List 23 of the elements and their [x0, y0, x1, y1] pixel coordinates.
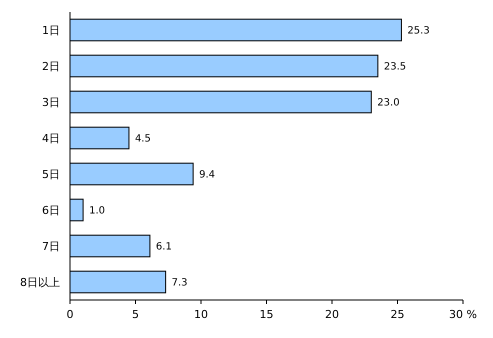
data-label: 25.3 [407, 26, 430, 36]
x-tick-label: 30 % [449, 308, 477, 321]
y-tick-label: 8日以上 [20, 276, 60, 289]
x-tick-label: 0 [66, 308, 74, 321]
y-tick-label: 1日 [42, 24, 60, 37]
data-label: 7.3 [172, 278, 188, 288]
data-label: 23.5 [384, 62, 406, 72]
data-label: 9.4 [199, 170, 216, 180]
data-label: 23.0 [377, 98, 400, 108]
x-tick-label: 5 [132, 308, 139, 321]
y-tick-label: 6日 [42, 204, 60, 217]
x-tick-label: 10 [194, 308, 208, 321]
y-tick-label: 5日 [42, 168, 60, 181]
x-tick-label: 15 [260, 308, 274, 321]
x-tick-label: 25 [390, 308, 404, 321]
y-tick-label: 4日 [42, 132, 60, 145]
data-label: 4.5 [134, 134, 151, 144]
y-tick-label: 2日 [42, 60, 60, 73]
y-tick-label: 7日 [42, 240, 60, 253]
data-label: 6.1 [156, 242, 172, 252]
data-label: 1.0 [89, 206, 106, 216]
y-tick-label: 3日 [42, 96, 60, 109]
x-tick-label: 20 [325, 308, 339, 321]
